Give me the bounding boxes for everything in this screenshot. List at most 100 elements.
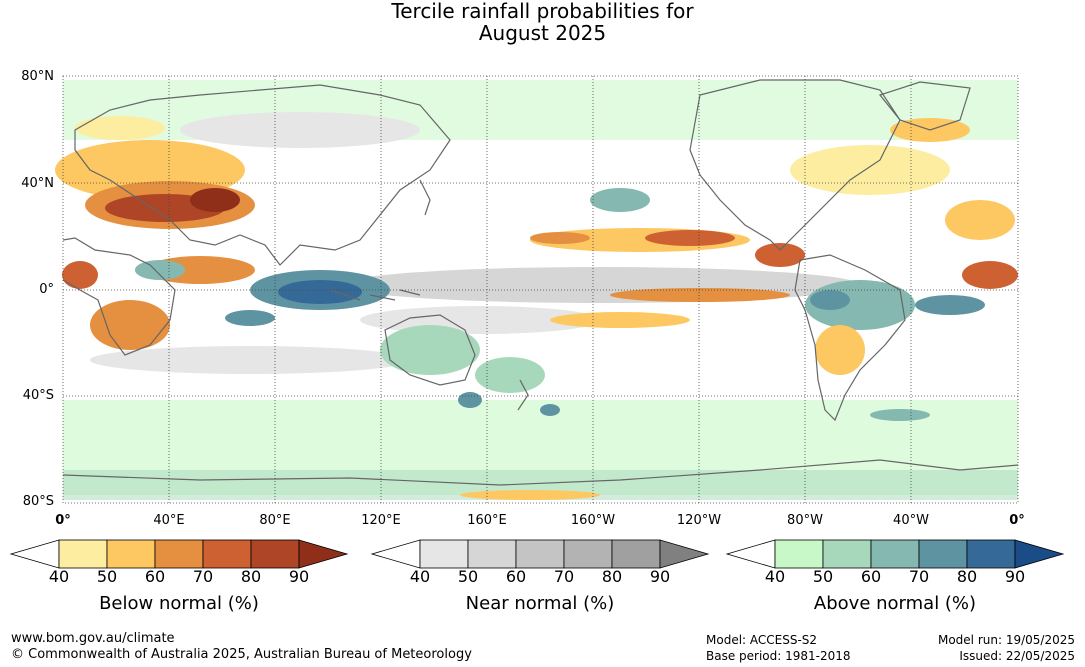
map-title-line2: August 2025 [478,21,607,45]
coast-africa [62,237,176,356]
colorbar-below-normal [9,539,349,569]
cbar-below-tick-90: 90 [288,567,310,586]
coast-antarctica [62,459,1019,486]
cbar-below-title: Below normal (%) [99,593,259,614]
field-above-speckle1 [458,392,482,408]
field-below-west-africa [62,261,98,289]
cbar-above-segment [822,539,872,569]
coastlines [62,79,1019,486]
footer-model-run: Model run: 19/05/2025 [937,633,1075,647]
field-below-scandinavia [75,116,165,140]
field-below-central-america [755,243,805,267]
cbar-above-extend-high [1014,539,1065,569]
cbar-below-segment [250,539,300,569]
field-above-amazon-core [810,290,850,310]
coast-japan [419,179,431,216]
cbar-below-extend-low [9,539,60,569]
cbar-below-segment [106,539,156,569]
coast-indonesia [329,289,421,301]
field-near-siberia [180,112,420,148]
cbar-near-tick-40: 40 [409,567,431,586]
footer-base-period: Base period: 1981-2018 [706,649,851,663]
field-below-se-pacific2 [550,312,690,328]
cbar-near-segment [515,539,565,569]
cbar-below-extend-high [298,539,349,569]
cbar-below-segment [202,539,252,569]
cbar-near-extend-low [370,539,421,569]
cbar-near-tick-80: 80 [601,567,623,586]
cbar-above-tick-70: 70 [908,567,930,586]
lon-label-80w: 80°W [787,513,823,528]
cbar-above-segment [966,539,1016,569]
cbar-below-segment [154,539,204,569]
cbar-near-tick-60: 60 [505,567,527,586]
field-below-north-atlantic [945,200,1015,240]
lon-label-80e: 80°E [259,513,291,528]
lat-label-80s: 80°S [22,494,54,509]
field-below-antarctic [460,490,600,500]
lon-label-0-right: 0° [1009,513,1025,528]
footer-model: Model: ACCESS-S2 [706,633,818,647]
lat-label-0: 0° [39,282,54,297]
cbar-above-extend-low [725,539,776,569]
field-below-north-pacific-core [645,230,735,246]
field-above-australia [380,325,480,375]
cbar-near-segment [611,539,661,569]
colorbar-above-normal [725,539,1065,569]
cbar-above-title: Above normal (%) [813,593,977,614]
cbar-near-extend-high [659,539,710,569]
coast-australia [384,314,476,386]
field-above-north-pacific [590,188,650,212]
coast-greenland [878,81,971,131]
lat-label-80n: 80°N [21,69,54,84]
lon-label-40w: 40°W [893,513,929,528]
cbar-near-tick-50: 50 [457,567,479,586]
cbar-above-segment [774,539,824,569]
field-above-gulf-guinea [915,295,985,315]
lon-label-160e: 160°E [467,513,507,528]
cbar-below-segment [58,539,108,569]
footer-copyright: © Commonwealth of Australia 2025, Austra… [11,647,472,662]
field-above-eq-indian-core [278,280,362,304]
coast-eurasia [74,84,451,266]
cbar-above-tick-50: 50 [812,567,834,586]
cbar-above-tick-60: 60 [860,567,882,586]
lon-label-120e: 120°E [361,513,401,528]
field-above-tasman [475,357,545,393]
cbar-above-tick-40: 40 [764,567,786,586]
cbar-near-title: Near normal (%) [465,593,615,614]
field-above-speckle2 [540,404,560,416]
coast-new-zealand [517,379,529,411]
cbar-below-tick-60: 60 [144,567,166,586]
cbar-above-tick-80: 80 [956,567,978,586]
field-below-east-atlantic [962,261,1018,289]
cbar-near-tick-90: 90 [649,567,671,586]
cbar-near-tick-70: 70 [553,567,575,586]
field-above-east-africa [135,260,185,280]
cbar-above-segment [918,539,968,569]
field-below-se-pacific [610,288,790,302]
lon-label-120w: 120°W [676,513,722,528]
field-below-core2 [190,188,240,212]
map-title-line1: Tercile rainfall probabilities for [391,0,694,23]
map-frame [62,75,1019,504]
field-below-north-pacific-west [530,232,590,244]
field-below-south-america [815,325,865,375]
lon-label-0-left: 0° [55,513,71,528]
cbar-below-tick-70: 70 [192,567,214,586]
footer-website: www.bom.gov.au/climate [11,631,175,646]
field-above-speckle3 [870,409,930,421]
field-below-southern-africa [90,300,170,350]
coast-south-america [794,254,906,422]
cbar-near-segment [563,539,613,569]
cbar-above-segment [870,539,920,569]
cbar-below-tick-50: 50 [96,567,118,586]
cbar-below-tick-40: 40 [48,567,70,586]
coast-north-america [689,79,901,251]
cbar-near-segment [419,539,469,569]
field-below-north-america [790,145,950,195]
lat-label-40n: 40°N [21,176,54,191]
colorbar-near-normal [370,539,710,569]
cbar-below-tick-80: 80 [240,567,262,586]
